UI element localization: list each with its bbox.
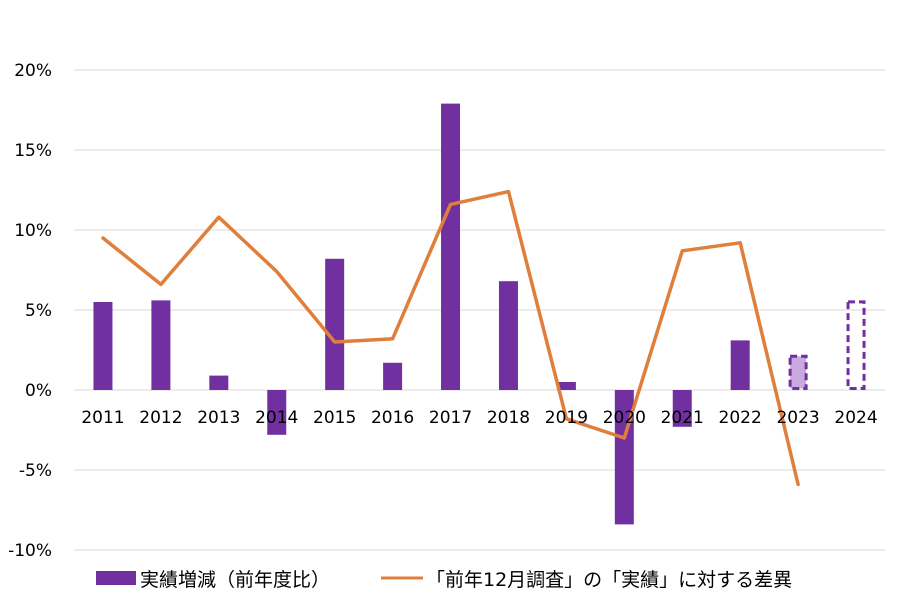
x-tick-label: 2015 [313,408,356,428]
bar [209,375,229,390]
legend-bar-swatch [96,571,136,585]
y-tick-label: 20% [14,61,52,81]
y-tick-label: 0% [25,381,52,401]
bar [383,362,403,390]
forecast-bar [846,300,866,390]
bar [441,103,461,390]
legend-bar-label: 実績増減（前年度比） [140,569,330,591]
line-series-path [101,189,800,487]
bar [672,390,692,427]
x-tick-label: 2016 [371,408,414,428]
bar [498,281,518,390]
x-tick-label: 2011 [81,408,124,428]
bar [730,340,750,390]
y-tick-label: -10% [8,541,52,561]
line-series [101,189,800,487]
x-tick-label: 2017 [429,408,472,428]
y-tick-label: 5% [25,301,52,321]
legend-line-label: 「前年12月調査」の「実績」に対する差異 [426,569,792,591]
gridlines [74,69,885,551]
x-tick-label: 2018 [487,408,530,428]
x-tick-label: 2014 [255,408,298,428]
bar [151,300,171,390]
bar [325,258,345,390]
x-tick-label: 2021 [661,408,704,428]
x-tick-label: 2020 [603,408,646,428]
bar [93,302,113,390]
x-tick-label: 2024 [834,408,877,428]
x-tick-label: 2022 [719,408,762,428]
x-tick-label: 2023 [776,408,819,428]
y-tick-label: 10% [14,221,52,241]
bar [267,390,287,435]
forecast-bar [788,354,808,390]
x-tick-label: 2012 [139,408,182,428]
bar-series [93,103,750,525]
y-axis: -10% -5% 0% 5% 10% 15% 20% [8,61,52,561]
x-axis: 2011 2012 2013 2014 2015 2016 2017 2018 2019 2020… [81,408,877,428]
x-tick-label: 2019 [545,408,588,428]
bar [556,382,576,390]
forecast-bars [788,300,866,390]
y-tick-label: -5% [19,461,52,481]
x-tick-label: 2013 [197,408,240,428]
y-tick-label: 15% [14,141,52,161]
legend: 実績増減（前年度比） 「前年12月調査」の「実績」に対する差異 [96,569,792,591]
